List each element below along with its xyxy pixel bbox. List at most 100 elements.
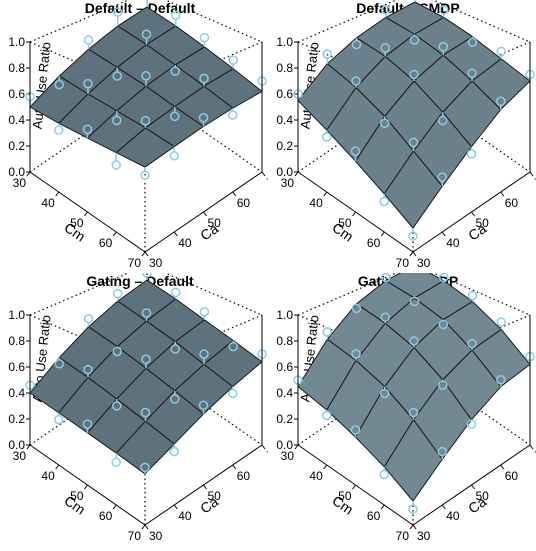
- box-edge: [29, 444, 146, 526]
- hidden-box-edge: [431, 273, 531, 316]
- observed-point: [322, 132, 332, 142]
- hidden-box-edge: [29, 0, 130, 43]
- x-tick-label: 40: [41, 469, 55, 483]
- observed-point: [54, 125, 64, 135]
- x-tick-label: 50: [338, 216, 352, 230]
- x-tick: [294, 444, 299, 450]
- panel: Default – Default 0.0 0.2 0.4 0.6 0.8 1.0 30 40 5…: [8, 0, 268, 270]
- observed-point: [467, 338, 477, 349]
- panel-title: Default – Default: [85, 0, 196, 16]
- observed-point: [351, 39, 362, 50]
- observed-point: [170, 344, 180, 354]
- observed-point: [496, 375, 506, 385]
- box-edge: [412, 171, 531, 253]
- x-tick: [352, 211, 356, 217]
- box-edge: [297, 444, 414, 526]
- y-tick: [529, 171, 534, 177]
- y-tick: [412, 524, 417, 530]
- observed-point: [113, 288, 123, 299]
- y-tick: [203, 211, 207, 217]
- y-tick-label: 70: [534, 449, 536, 463]
- y-tick: [412, 251, 417, 257]
- y-tick: [471, 484, 475, 490]
- observed-point: [496, 96, 506, 106]
- observed-point: [408, 231, 418, 241]
- z-tick-label: 0.0: [8, 438, 25, 452]
- observed-point: [83, 314, 94, 324]
- observed-point: [140, 407, 151, 418]
- y-tick-label: 60: [237, 469, 251, 483]
- x-tick-label: 70: [128, 529, 142, 543]
- x-axis-title: Cm: [329, 492, 356, 518]
- observed-point: [351, 303, 362, 314]
- observed-point: [228, 388, 238, 399]
- x-tick: [112, 231, 117, 237]
- observed-point: [408, 504, 418, 514]
- observed-point: [140, 170, 150, 180]
- x-tick: [323, 464, 328, 470]
- observed-point: [381, 273, 391, 283]
- observed-point: [54, 414, 64, 425]
- x-tick: [84, 484, 88, 490]
- hidden-box-edge: [29, 273, 130, 316]
- x-tick: [323, 191, 328, 197]
- observed-point: [82, 419, 93, 429]
- y-tick: [500, 464, 505, 470]
- observed-point: [111, 160, 121, 170]
- observed-point: [170, 111, 180, 122]
- z-tick-label: 0.8: [8, 61, 25, 75]
- z-tick-label: 0.6: [8, 360, 25, 374]
- observed-point: [438, 319, 448, 330]
- observed-point: [322, 327, 332, 337]
- z-tick-label: 0.4: [8, 113, 25, 127]
- observed-point: [170, 394, 180, 404]
- observed-point: [408, 137, 419, 148]
- z-tick-label: 1.0: [8, 308, 25, 322]
- observed-point: [198, 113, 209, 123]
- box-edge: [297, 171, 414, 253]
- observed-point: [83, 78, 93, 89]
- y-tick-label: 40: [178, 509, 192, 523]
- x-axis-title: Cm: [61, 219, 88, 245]
- x-tick: [26, 171, 31, 177]
- x-tick: [84, 211, 88, 217]
- observed-point: [228, 55, 238, 65]
- hidden-box-edge: [297, 273, 398, 316]
- x-tick-label: 40: [41, 196, 55, 210]
- observed-point: [111, 457, 121, 468]
- x-tick-label: 30: [13, 449, 27, 463]
- x-tick: [409, 251, 414, 257]
- x-axis-title: Cm: [61, 492, 88, 518]
- x-tick: [55, 191, 60, 197]
- y-tick-label: 30: [417, 256, 431, 270]
- observed-point: [83, 35, 94, 45]
- y-tick-label: 30: [417, 529, 431, 543]
- observed-point: [351, 349, 361, 359]
- observed-point: [171, 10, 181, 20]
- y-tick: [441, 504, 446, 510]
- z-tick-label: 0.8: [8, 334, 25, 348]
- observed-point: [409, 35, 420, 45]
- observed-point: [141, 308, 152, 318]
- observed-point: [380, 312, 390, 322]
- box-edge: [412, 444, 531, 526]
- z-tick-label: 0.8: [276, 334, 293, 348]
- x-tick-label: 50: [70, 489, 84, 503]
- z-tick-label: 0.2: [276, 412, 293, 426]
- x-tick-label: 70: [128, 256, 142, 270]
- y-tick: [173, 231, 178, 237]
- hidden-box-edge: [163, 273, 263, 316]
- panel: Gating – Default 0.0 0.2 0.4 0.6 0.8 1.0 30 40 50…: [8, 273, 268, 543]
- y-tick: [203, 484, 207, 490]
- y-tick: [471, 211, 475, 217]
- y-tick: [261, 171, 266, 177]
- observed-point: [466, 149, 477, 159]
- z-tick-label: 0.4: [8, 386, 25, 400]
- observed-point: [496, 46, 506, 57]
- observed-point: [54, 79, 64, 90]
- observed-point: [83, 364, 93, 375]
- observed-point: [322, 410, 332, 421]
- box-edge: [144, 171, 263, 253]
